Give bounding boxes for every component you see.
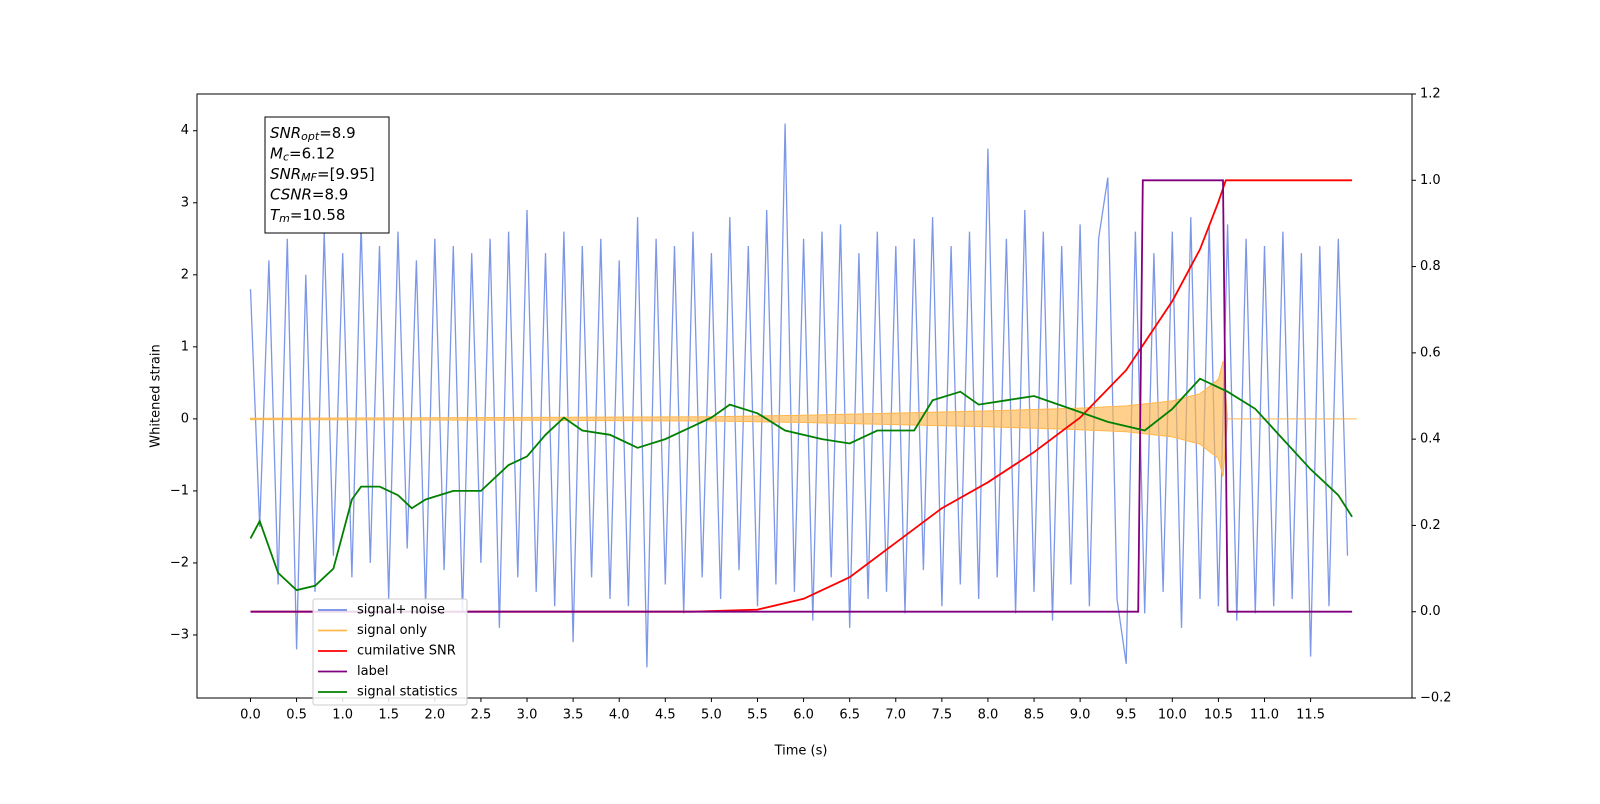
- legend-label: cumilative SNR: [357, 644, 456, 659]
- y2-tick-label: 0.0: [1420, 604, 1441, 619]
- annotation-text: =6.12: [289, 144, 335, 162]
- y-tick-label: −1: [170, 483, 189, 498]
- legend-label: signal statistics: [357, 685, 458, 700]
- y2-tick-label: 1.0: [1420, 173, 1441, 188]
- y2-tick-label: 1.2: [1420, 87, 1441, 102]
- x-tick-label: 10.5: [1204, 708, 1233, 723]
- annotation-text: =[9.95]: [317, 165, 375, 183]
- legend-label: signal+ noise: [357, 603, 445, 618]
- annotation: Tm=10.58: [270, 206, 345, 226]
- signal-envelope: [250, 361, 1357, 477]
- y-tick-label: 1: [181, 339, 189, 354]
- y-tick-label: 3: [181, 195, 189, 210]
- x-tick-label: 4.5: [655, 708, 676, 723]
- x-tick-label: 5.0: [701, 708, 722, 723]
- x-tick-label: 0.5: [286, 708, 307, 723]
- annotation: SNRMF=[9.95]: [270, 165, 375, 185]
- x-tick-label: 6.0: [793, 708, 814, 723]
- x-tick-label: 11.0: [1250, 708, 1279, 723]
- x-tick-label: 8.0: [978, 708, 999, 723]
- annotation: CSNR=8.9: [270, 185, 348, 203]
- annotation-text: =8.9: [312, 185, 348, 203]
- x-tick-label: 7.0: [885, 708, 906, 723]
- x-tick-label: 7.5: [932, 708, 953, 723]
- annotation-box: [264, 116, 390, 234]
- y2-tick-label: −0.2: [1420, 691, 1452, 706]
- y-tick-label: 4: [181, 123, 189, 138]
- legend-label: label: [357, 664, 388, 679]
- annotation-text: =10.58: [290, 206, 346, 224]
- y2-tick-label: 0.8: [1420, 259, 1441, 274]
- x-tick-label: 2.0: [424, 708, 445, 723]
- legend-box: [312, 598, 468, 706]
- annotation-text: =8.9: [319, 124, 355, 142]
- annotation-subscript: opt: [301, 130, 320, 143]
- annotation-symbol: SNR: [270, 124, 301, 142]
- x-tick-label: 2.5: [471, 708, 492, 723]
- annotation-symbol: M: [270, 144, 283, 162]
- x-tick-label: 6.5: [839, 708, 860, 723]
- y-tick-label: −3: [170, 627, 189, 642]
- annotation-symbol: CSNR: [270, 185, 312, 203]
- y-tick-label: −2: [170, 555, 189, 570]
- x-tick-label: 9.5: [1116, 708, 1137, 723]
- x-tick-label: 8.5: [1024, 708, 1045, 723]
- y2-tick-label: 0.2: [1420, 518, 1441, 533]
- annotation: SNRopt=8.9: [270, 124, 356, 144]
- annotation-symbol: SNR: [270, 165, 301, 183]
- annotation-subscript: c: [283, 151, 289, 164]
- x-tick-label: 3.5: [563, 708, 584, 723]
- series-line: [250, 179, 1353, 613]
- y2-tick-label: 0.6: [1420, 345, 1441, 360]
- x-tick-label: 9.0: [1070, 708, 1091, 723]
- x-axis-label: Time (s): [774, 744, 828, 759]
- series-line: [249, 377, 1353, 592]
- x-tick-label: 10.0: [1158, 708, 1187, 723]
- x-tick-label: 5.5: [747, 708, 768, 723]
- x-tick-label: 3.0: [517, 708, 538, 723]
- x-tick-label: 0.0: [240, 708, 261, 723]
- x-tick-label: 1.5: [378, 708, 399, 723]
- x-tick-label: 11.5: [1296, 708, 1325, 723]
- annotation: Mc=6.12: [270, 144, 335, 164]
- series-line: [249, 123, 1349, 668]
- y-tick-label: 2: [181, 267, 189, 282]
- axes-frame: [196, 93, 1413, 699]
- series-line: [250, 179, 1353, 613]
- annotation-symbol: T: [270, 206, 281, 224]
- x-tick-label: 4.0: [609, 708, 630, 723]
- y-tick-label: 0: [181, 411, 189, 426]
- y-axis-label: Whitened strain: [149, 344, 164, 447]
- legend-label: signal only: [357, 623, 427, 638]
- annotation-subscript: MF: [301, 171, 317, 184]
- y2-tick-label: 0.4: [1420, 432, 1441, 447]
- annotation-subscript: m: [279, 212, 290, 225]
- x-tick-label: 1.0: [332, 708, 353, 723]
